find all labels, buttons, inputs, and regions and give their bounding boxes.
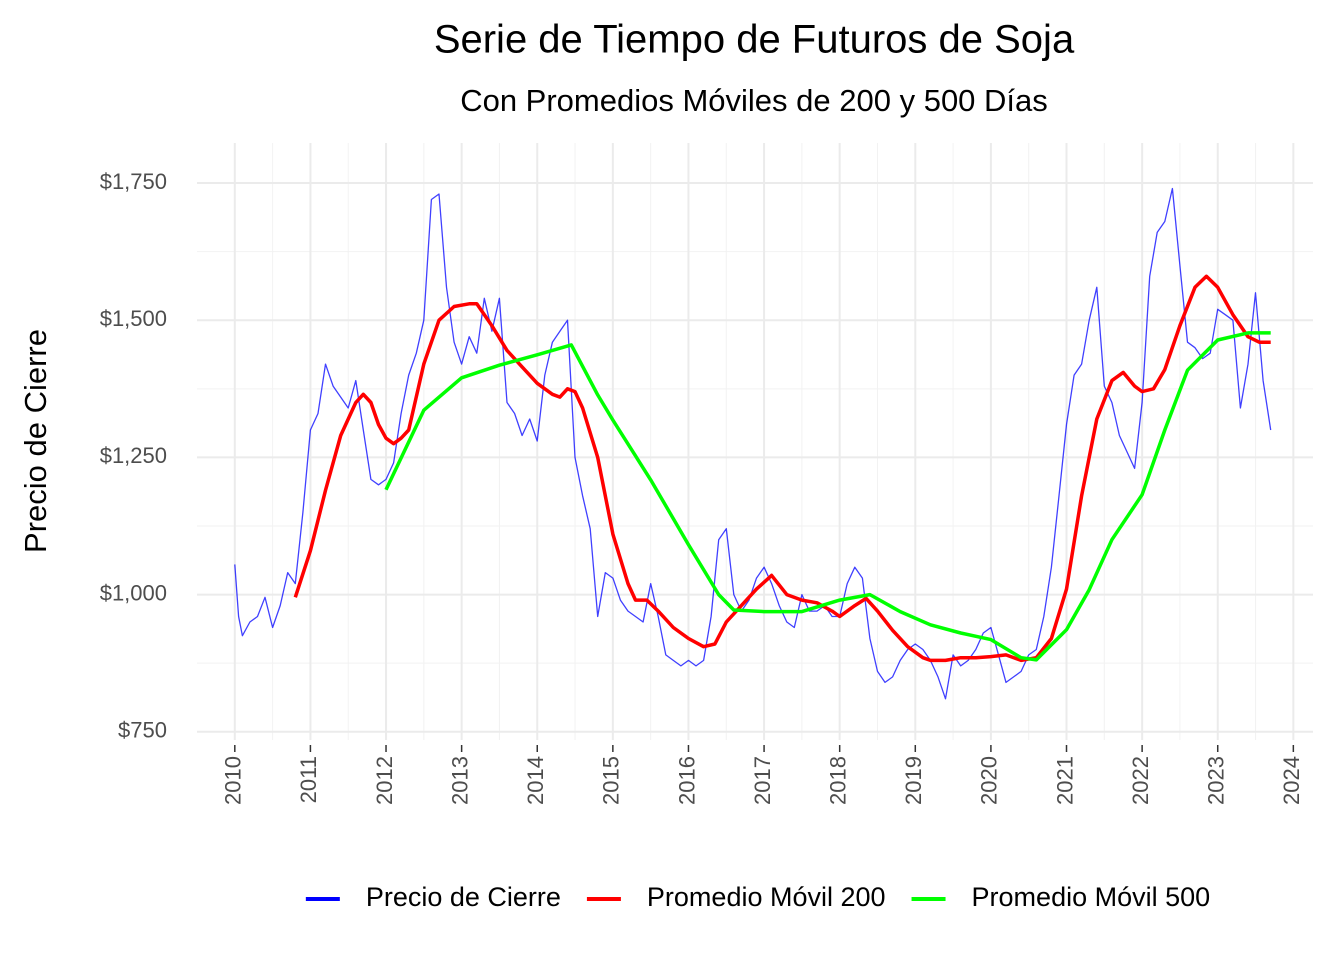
chart-subtitle: Con Promedios Móviles de 200 y 500 Días — [460, 83, 1048, 118]
x-tick-label: 2012 — [372, 756, 397, 805]
chart-title: Serie de Tiempo de Futuros de Soja — [434, 18, 1075, 62]
x-tick-label: 2021 — [1052, 756, 1077, 805]
series-line — [234, 187, 1272, 700]
y-tick-label: $1,750 — [100, 169, 167, 194]
y-tick-label: $1,500 — [100, 306, 167, 331]
x-tick-label: 2017 — [750, 756, 775, 805]
x-tick-label: 2011 — [296, 756, 321, 803]
x-tick-label: 2013 — [447, 756, 472, 805]
legend: Precio de Cierre Promedio Móvil 200 Promed… — [305, 882, 1211, 912]
x-tick-label: 2024 — [1279, 756, 1304, 805]
x-tick-label: 2022 — [1128, 756, 1153, 805]
x-tick-label: 2023 — [1204, 756, 1229, 805]
series-line — [384, 331, 1271, 662]
legend-label: Promedio Móvil 500 — [972, 882, 1211, 912]
y-axis-title: Precio de Cierre — [18, 329, 53, 553]
y-tick-label: $1,000 — [100, 580, 167, 605]
legend-label: Precio de Cierre — [366, 882, 561, 912]
legend-label: Promedio Móvil 200 — [647, 882, 886, 912]
series-line — [293, 274, 1271, 663]
x-tick-label: 2020 — [977, 756, 1002, 805]
y-tick-label: $1,250 — [100, 443, 167, 468]
x-tick-label: 2018 — [825, 756, 850, 805]
y-tick-label: $750 — [118, 718, 167, 743]
grid — [197, 143, 1313, 740]
x-tick-label: 2016 — [674, 756, 699, 805]
x-tick-label: 2015 — [599, 756, 624, 805]
x-tick-label: 2010 — [221, 756, 246, 805]
x-tick-label: 2019 — [901, 756, 926, 805]
x-tick-label: 2014 — [523, 756, 548, 805]
